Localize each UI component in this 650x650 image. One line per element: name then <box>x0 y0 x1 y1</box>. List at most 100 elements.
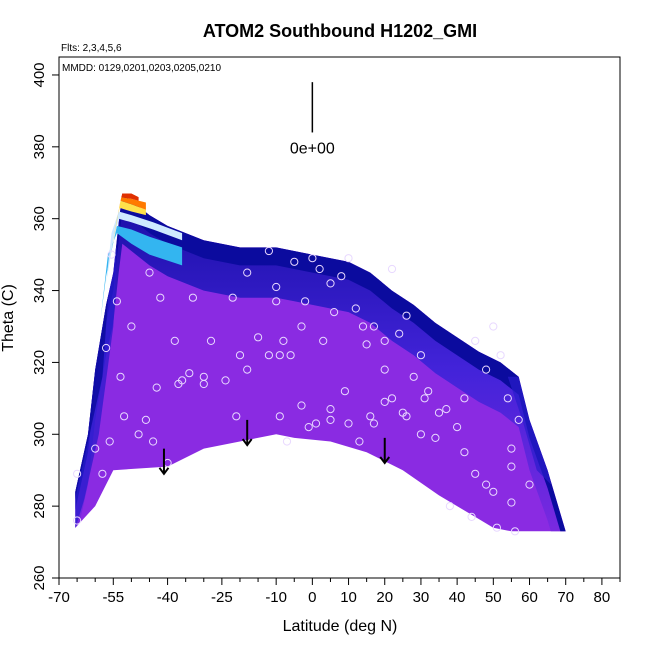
observation-point <box>482 365 491 374</box>
observation-point <box>272 297 281 306</box>
y-tick-label: 400 <box>31 62 48 87</box>
plot-area <box>73 193 566 536</box>
observation-point <box>120 412 129 421</box>
observation-point <box>337 272 346 281</box>
observation-point <box>141 415 150 424</box>
observation-point <box>282 437 292 446</box>
observation-point <box>326 405 335 414</box>
observation-point <box>112 297 122 306</box>
observation-point <box>107 250 116 259</box>
observation-point <box>358 322 368 331</box>
observation-point <box>344 419 353 428</box>
down-arrow <box>241 419 253 447</box>
observation-point <box>492 523 501 532</box>
observation-point <box>243 268 252 277</box>
yellow-band <box>112 200 146 248</box>
observation-point <box>275 412 284 421</box>
observation-point <box>387 264 397 274</box>
arrow-head <box>158 467 170 476</box>
x-axis: -70 -55 -40 -25 -10 0 10 20 30 40 50 60 70 80 <box>48 578 621 606</box>
observation-point <box>127 322 136 331</box>
flights-label: Flts: 2,3,4,5,6 <box>61 43 122 54</box>
y-tick-label: 340 <box>31 278 48 303</box>
observation-point <box>145 268 154 277</box>
observation-point <box>149 437 158 446</box>
observation-point <box>301 297 310 306</box>
observation-point <box>304 423 313 432</box>
y-tick-label: 300 <box>31 422 48 447</box>
observation-point <box>442 405 451 414</box>
cyan-band <box>100 225 183 320</box>
observation-point <box>73 516 82 525</box>
dates-label: MMDD: 0129,0201,0203,0205,0210 <box>62 63 221 74</box>
observation-point <box>170 336 179 345</box>
observation-point <box>188 293 197 302</box>
observation-point <box>206 336 216 345</box>
observation-point <box>221 376 230 385</box>
observation-point <box>402 311 411 320</box>
x-tick-label: 50 <box>485 589 502 606</box>
observation-point <box>467 512 476 522</box>
down-arrow <box>158 448 170 476</box>
observation-point <box>116 372 125 381</box>
observation-point <box>525 480 534 489</box>
observation-point <box>460 448 469 457</box>
observation-point <box>279 336 288 345</box>
observation-point <box>174 379 183 389</box>
observation-point <box>510 527 520 536</box>
observation-point <box>471 336 480 345</box>
observation-point <box>264 246 273 256</box>
observation-point <box>98 469 107 478</box>
observation-point <box>380 365 389 374</box>
observation-point <box>507 498 516 507</box>
observation-point <box>326 279 335 288</box>
observation-point <box>496 351 505 360</box>
scale-label: 0e+00 <box>290 140 335 157</box>
x-tick-label: 80 <box>594 589 611 606</box>
scale-indicator: 0e+00 <box>290 82 335 157</box>
y-axis: 260 280 300 320 340 360 380 400 <box>31 62 59 591</box>
red-band <box>121 193 139 201</box>
x-tick-label: -25 <box>211 589 233 606</box>
y-tick-label: 380 <box>31 134 48 159</box>
observation-point <box>264 351 273 360</box>
observation-point <box>232 412 241 421</box>
observation-point <box>152 383 161 392</box>
field-layer <box>75 193 566 532</box>
x-tick-label: 0 <box>308 589 316 606</box>
orange-band <box>116 197 146 226</box>
y-tick-label: 360 <box>31 206 48 231</box>
observation-point <box>482 480 491 489</box>
observation-point <box>380 336 389 345</box>
observation-point <box>369 322 378 331</box>
observation-point <box>290 257 299 266</box>
observation-point <box>319 336 328 345</box>
observation-point <box>308 254 317 263</box>
x-tick-label: 30 <box>413 589 430 606</box>
observation-point <box>395 329 404 338</box>
y-tick-label: 280 <box>31 494 48 519</box>
observation-point <box>156 293 165 302</box>
x-tick-label: 40 <box>449 589 466 606</box>
x-tick-label: 70 <box>557 589 574 606</box>
observation-point <box>507 444 516 453</box>
observation-point <box>235 351 245 360</box>
x-tick-label: 10 <box>340 589 357 606</box>
observation-point <box>102 343 111 353</box>
observation-point <box>228 293 237 302</box>
observation-point <box>297 401 306 410</box>
observation-point <box>398 408 407 417</box>
observation-point <box>355 437 364 446</box>
observation-point <box>507 462 516 471</box>
x-tick-label: -70 <box>48 589 70 606</box>
x-tick-label: -40 <box>157 589 179 606</box>
y-tick-label: 260 <box>31 565 48 590</box>
observation-point <box>362 340 371 349</box>
observation-point <box>351 304 360 313</box>
observation-point <box>243 365 252 374</box>
x-tick-label: -55 <box>102 589 124 606</box>
observation-point <box>514 415 523 424</box>
observation-point <box>453 423 462 432</box>
observation-point <box>380 397 389 406</box>
plot-frame <box>58 56 621 579</box>
